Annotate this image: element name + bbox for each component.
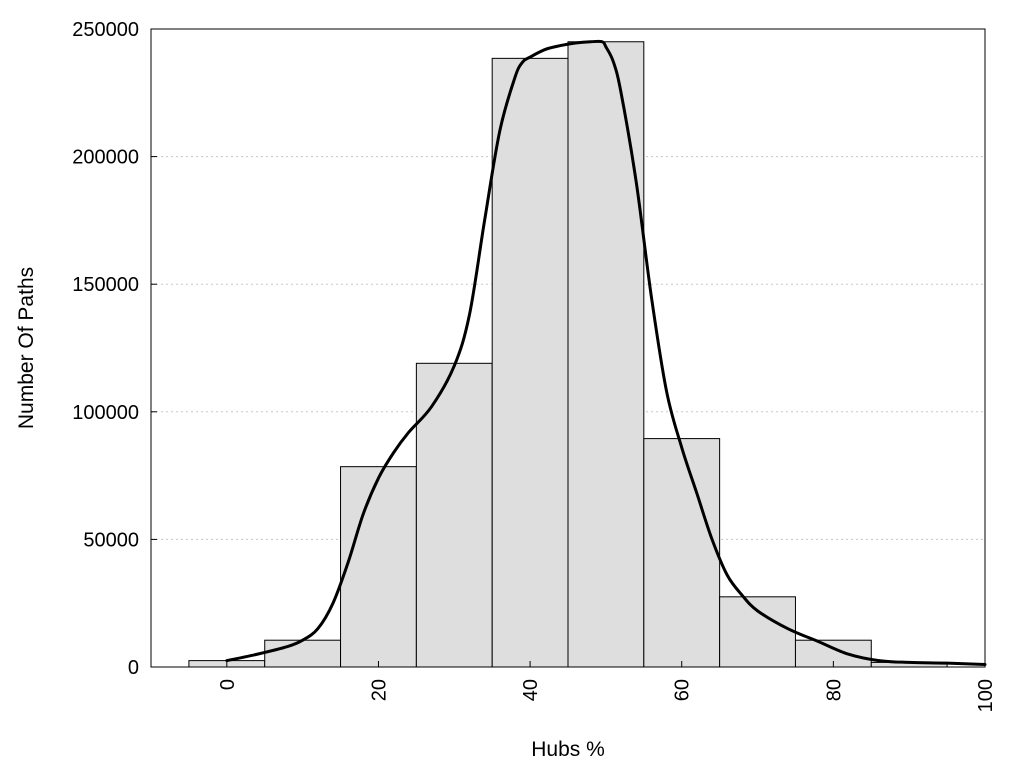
x-tick-label-0: 0: [217, 679, 239, 690]
bar-10: [264, 639, 342, 668]
x-axis-ticks: 0 20 40 60 80 100: [217, 661, 997, 712]
y-tick-label-150000: 150000: [72, 274, 139, 296]
x-tick-label-40: 40: [520, 679, 542, 701]
y-tick-label-0: 0: [128, 657, 139, 679]
plot-frame: [150, 28, 986, 668]
density-curve: [225, 39, 987, 666]
x-tick-label-100: 100: [975, 679, 997, 712]
x-tick-label-60: 60: [672, 679, 694, 701]
bar-50: [567, 41, 645, 668]
y-axis-label: Number Of Paths: [15, 267, 38, 429]
y-tick-label-200000: 200000: [72, 147, 139, 169]
x-axis-label: Hubs %: [531, 738, 605, 761]
y-tick-label-250000: 250000: [72, 19, 139, 41]
x-tick-label-20: 20: [368, 679, 390, 701]
bar-30: [415, 362, 493, 668]
bars-group: [188, 41, 948, 668]
y-axis-ticks: 0 50000 100000 150000 200000 250000: [72, 19, 157, 679]
y-tick-label-50000: 50000: [83, 529, 139, 551]
bar-20: [340, 466, 417, 668]
x-tick-label-80: 80: [823, 679, 845, 701]
bar-70: [719, 596, 796, 668]
y-tick-label-100000: 100000: [72, 402, 139, 424]
bar-40: [491, 57, 569, 668]
bar-60: [643, 438, 721, 668]
